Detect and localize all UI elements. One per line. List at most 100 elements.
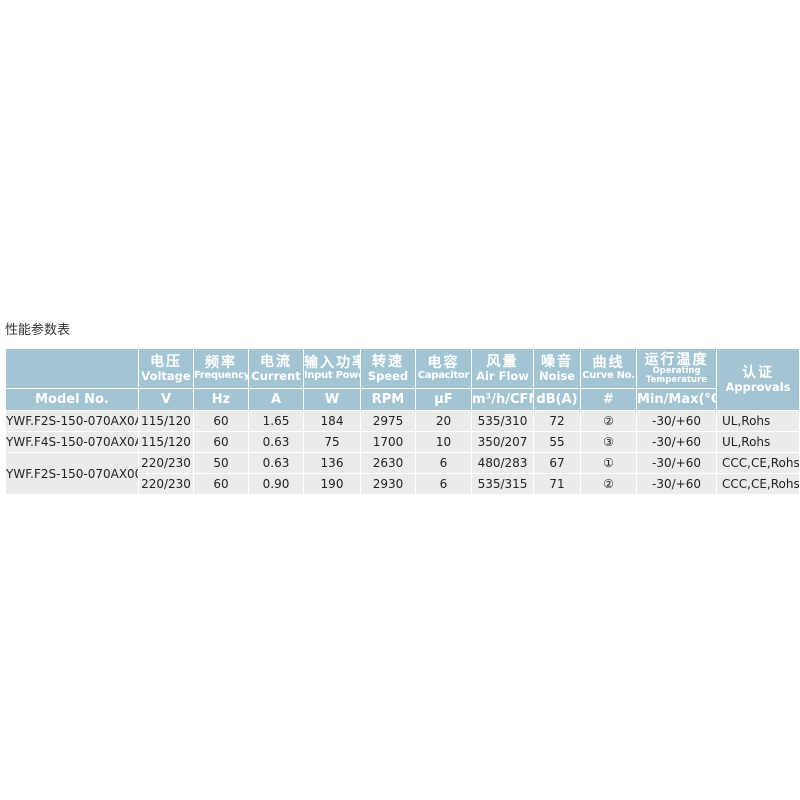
column-header-cn: 电容 bbox=[427, 354, 460, 371]
table-cell: 535/315 bbox=[471, 473, 534, 495]
model-cell: YWF.F2S-150-070AX00 bbox=[5, 452, 139, 495]
column-header: 电流 Current bbox=[248, 348, 304, 389]
table-cell: 1700 bbox=[360, 431, 416, 453]
table-cell: UL,Rohs bbox=[716, 410, 800, 432]
table-cell: ② bbox=[580, 410, 637, 432]
unit-header: V bbox=[138, 388, 194, 411]
table-cell: 220/230 bbox=[138, 452, 194, 474]
column-header: 运行温度 Operating Temperature bbox=[636, 348, 717, 389]
column-header-en: Current bbox=[251, 368, 301, 383]
table-cell: 1.65 bbox=[248, 410, 304, 432]
table-cell: 115/120 bbox=[138, 431, 194, 453]
table-cell: 6 bbox=[415, 473, 472, 495]
unit-header: dB(A) bbox=[533, 388, 581, 411]
table-cell: 136 bbox=[303, 452, 361, 474]
table-cell: 220/230 bbox=[138, 473, 194, 495]
unit-header: m³/h/CFM bbox=[471, 388, 534, 411]
unit-header: Min/Max(°C) bbox=[636, 388, 717, 411]
table-cell: 6 bbox=[415, 452, 472, 474]
column-header: 噪音 Noise bbox=[533, 348, 581, 389]
table-cell: ② bbox=[580, 473, 637, 495]
column-header: 频率 Frequency bbox=[193, 348, 249, 389]
column-header-cn: 噪音 bbox=[541, 354, 573, 371]
model-cell: YWF.F4S-150-070AX0A bbox=[5, 431, 139, 453]
table-cell: 184 bbox=[303, 410, 361, 432]
table-cell: -30/+60 bbox=[636, 431, 717, 453]
unit-header: Hz bbox=[193, 388, 249, 411]
column-header-cn: 转速 bbox=[372, 354, 404, 371]
table-cell: 0.63 bbox=[248, 452, 304, 474]
table-cell: UL,Rohs bbox=[716, 431, 800, 453]
table-cell: 60 bbox=[193, 473, 249, 495]
unit-header: μF bbox=[415, 388, 472, 411]
table-cell: 55 bbox=[533, 431, 581, 453]
table-cell: -30/+60 bbox=[636, 410, 717, 432]
table-cell: ① bbox=[580, 452, 637, 474]
table-cell: CCC,CE,Rohs bbox=[716, 452, 800, 474]
table-cell: 2630 bbox=[360, 452, 416, 474]
unit-header: # bbox=[580, 388, 637, 411]
column-header-en: Operating Temperature bbox=[645, 366, 708, 385]
table-row: YWF.F4S-150-070AX0A 115/120 60 0.63 75 1700 10… bbox=[5, 431, 800, 453]
table-cell: 0.63 bbox=[248, 431, 304, 453]
table-cell: 20 bbox=[415, 410, 472, 432]
column-header: 认证 Approvals bbox=[716, 348, 800, 411]
performance-table: 电压Voltage频率Frequency电流Current输入功率Input P… bbox=[5, 348, 800, 495]
table-cell: 0.90 bbox=[248, 473, 304, 495]
table-cell: 60 bbox=[193, 431, 249, 453]
model-cell: YWF.F2S-150-070AX0A bbox=[5, 410, 139, 432]
table-cell: ③ bbox=[580, 431, 637, 453]
table-row: YWF.F2S-150-070AX00 220/230 50 0.63 136 2630 6… bbox=[5, 452, 800, 495]
column-header-en: Voltage bbox=[141, 368, 191, 383]
column-header: 电容 Capacitor bbox=[415, 348, 472, 389]
column-header-cn: 频率 bbox=[205, 354, 237, 371]
table-cell: 72 bbox=[533, 410, 581, 432]
column-header-en: Capacitor bbox=[417, 369, 470, 381]
column-header-cn: 风量 bbox=[486, 354, 519, 371]
model-header: Model No. bbox=[5, 388, 139, 411]
column-header-en: Noise bbox=[538, 368, 576, 383]
table-row: YWF.F2S-150-070AX0A 115/120 60 1.65 184 2975 2… bbox=[5, 410, 800, 432]
column-header: 风量 Air Flow bbox=[471, 348, 534, 389]
table-cell: 60 bbox=[193, 410, 249, 432]
header-row: 电压Voltage频率Frequency电流Current输入功率Input P… bbox=[5, 348, 800, 411]
unit-header: A bbox=[248, 388, 304, 411]
table-cell: 115/120 bbox=[138, 410, 194, 432]
unit-header: W bbox=[303, 388, 361, 411]
column-header-cn: 运行温度 bbox=[644, 351, 709, 368]
column-header: 输入功率Input Power bbox=[303, 348, 361, 389]
column-header: 转速 Speed bbox=[360, 348, 416, 389]
column-header-en: Input Power bbox=[304, 369, 360, 381]
table-cell: 350/207 bbox=[471, 431, 534, 453]
table-cell: 67 bbox=[533, 452, 581, 474]
table-cell: -30/+60 bbox=[636, 452, 717, 474]
unit-header: RPM bbox=[360, 388, 416, 411]
column-header: 曲线 Curve No. bbox=[580, 348, 637, 389]
table-cell: 71 bbox=[533, 473, 581, 495]
column-header-en: Frequency bbox=[194, 369, 249, 381]
column-header-en: Speed bbox=[367, 368, 409, 383]
table-cell: 480/283 bbox=[471, 452, 534, 474]
column-header-en: Air Flow bbox=[476, 368, 529, 383]
section-title: 性能参数表 bbox=[5, 323, 71, 338]
table-cell: 50 bbox=[193, 452, 249, 474]
column-header-cn: 输入功率 bbox=[304, 354, 360, 371]
table-cell: 10 bbox=[415, 431, 472, 453]
column-header: 电压 Voltage bbox=[138, 348, 194, 389]
table-cell: 190 bbox=[303, 473, 361, 495]
table-cell: 75 bbox=[303, 431, 361, 453]
table-cell: 2975 bbox=[360, 410, 416, 432]
column-header-cn: 电流 bbox=[260, 354, 292, 371]
column-header-cn: 电压 bbox=[150, 354, 182, 371]
column-header-cn: 认证 bbox=[742, 365, 774, 382]
unit-row: Model No.VHzAWRPMμFm³/h/CFMdB(A)#Min/Max… bbox=[5, 388, 800, 411]
table-cell: 535/310 bbox=[471, 410, 534, 432]
table-cell: CCC,CE,Rohs bbox=[716, 473, 800, 495]
table-cell: -30/+60 bbox=[636, 473, 717, 495]
column-header-en: Curve No. bbox=[582, 369, 635, 381]
table-cell: 2930 bbox=[360, 473, 416, 495]
column-header-en: Approvals bbox=[725, 379, 791, 394]
table-row: 220/230 60 0.90 190 2930 6 535/315 71 ② -30/+60 CC… bbox=[6, 473, 800, 495]
column-header-cn: 曲线 bbox=[592, 354, 625, 371]
header-blank bbox=[5, 348, 139, 389]
